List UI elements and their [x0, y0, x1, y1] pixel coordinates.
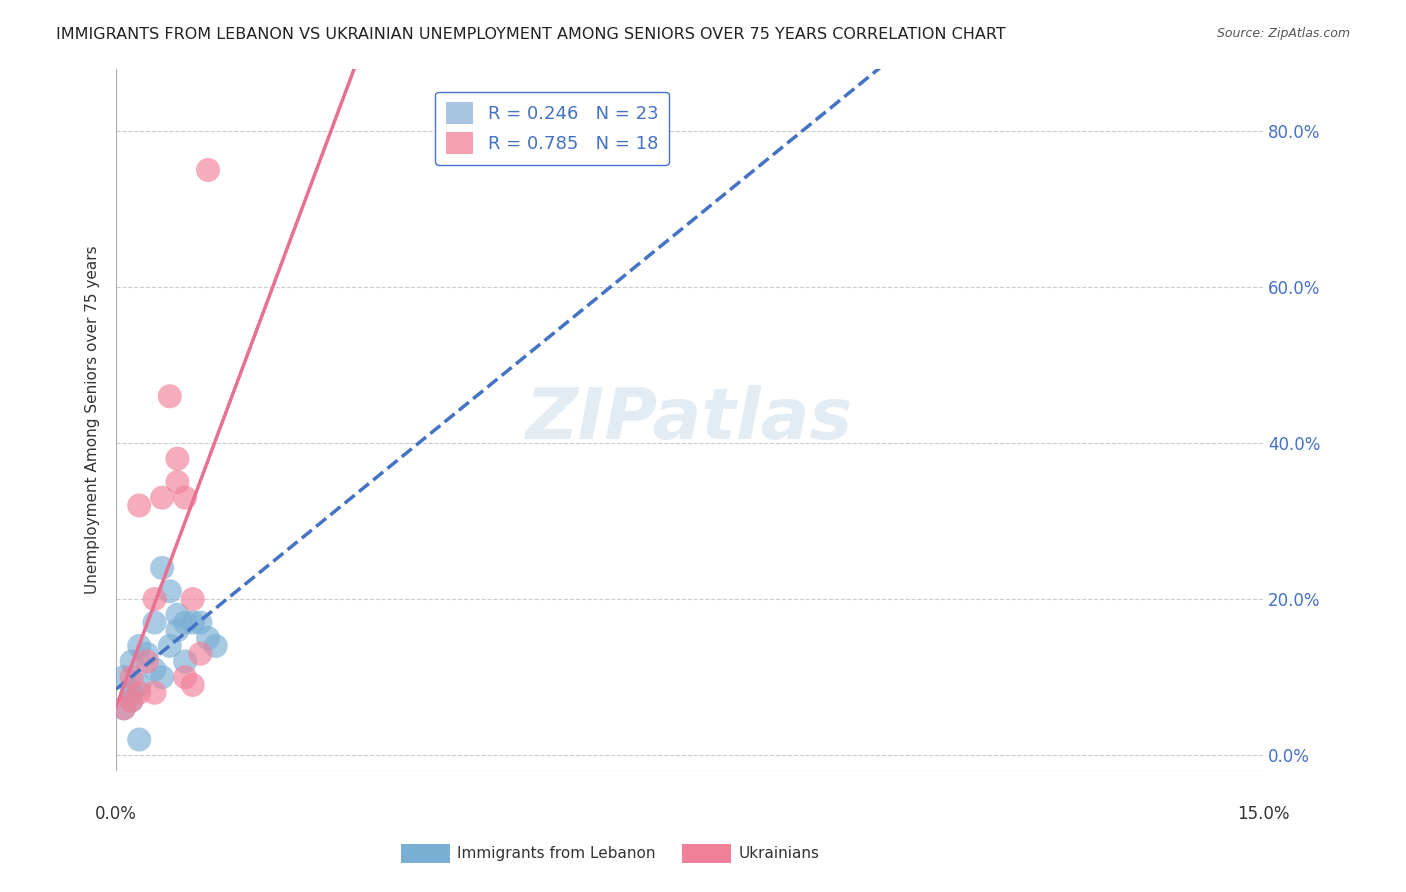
Text: 0.0%: 0.0%: [96, 805, 138, 823]
Text: Ukrainians: Ukrainians: [738, 847, 820, 861]
Point: [143, 662, 166, 676]
Point: [143, 615, 166, 630]
Point: [197, 631, 219, 645]
Point: [166, 607, 188, 622]
Point: [128, 639, 150, 653]
Text: IMMIGRANTS FROM LEBANON VS UKRAINIAN UNEMPLOYMENT AMONG SENIORS OVER 75 YEARS CO: IMMIGRANTS FROM LEBANON VS UKRAINIAN UNE…: [56, 27, 1005, 42]
Point: [112, 670, 135, 684]
Point: [174, 491, 197, 505]
Point: [190, 647, 212, 661]
Point: [174, 615, 197, 630]
Point: [135, 647, 157, 661]
Legend: R = 0.246   N = 23, R = 0.785   N = 18: R = 0.246 N = 23, R = 0.785 N = 18: [436, 92, 669, 164]
Point: [166, 475, 188, 489]
Point: [197, 163, 219, 178]
Point: [112, 701, 135, 715]
Point: [204, 639, 226, 653]
Point: [121, 655, 143, 669]
Text: 15.0%: 15.0%: [1237, 805, 1289, 823]
Point: [128, 732, 150, 747]
Point: [135, 655, 157, 669]
Y-axis label: Unemployment Among Seniors over 75 years: Unemployment Among Seniors over 75 years: [86, 245, 100, 594]
Point: [121, 670, 143, 684]
Point: [150, 670, 173, 684]
Point: [121, 693, 143, 707]
Point: [121, 686, 143, 700]
Point: [166, 624, 188, 638]
Point: [190, 615, 212, 630]
Point: [181, 615, 204, 630]
Point: [150, 561, 173, 575]
Point: [150, 491, 173, 505]
Point: [121, 693, 143, 707]
Point: [143, 592, 166, 607]
Point: [159, 389, 181, 403]
Point: [128, 499, 150, 513]
Text: Immigrants from Lebanon: Immigrants from Lebanon: [457, 847, 655, 861]
Text: ZIPatlas: ZIPatlas: [526, 385, 853, 454]
Point: [112, 701, 135, 715]
Text: Source: ZipAtlas.com: Source: ZipAtlas.com: [1216, 27, 1350, 40]
Point: [159, 584, 181, 599]
Point: [128, 686, 150, 700]
Point: [174, 655, 197, 669]
Point: [128, 678, 150, 692]
Point: [166, 451, 188, 466]
Point: [181, 592, 204, 607]
Point: [159, 639, 181, 653]
Point: [143, 686, 166, 700]
Point: [174, 670, 197, 684]
Point: [181, 678, 204, 692]
